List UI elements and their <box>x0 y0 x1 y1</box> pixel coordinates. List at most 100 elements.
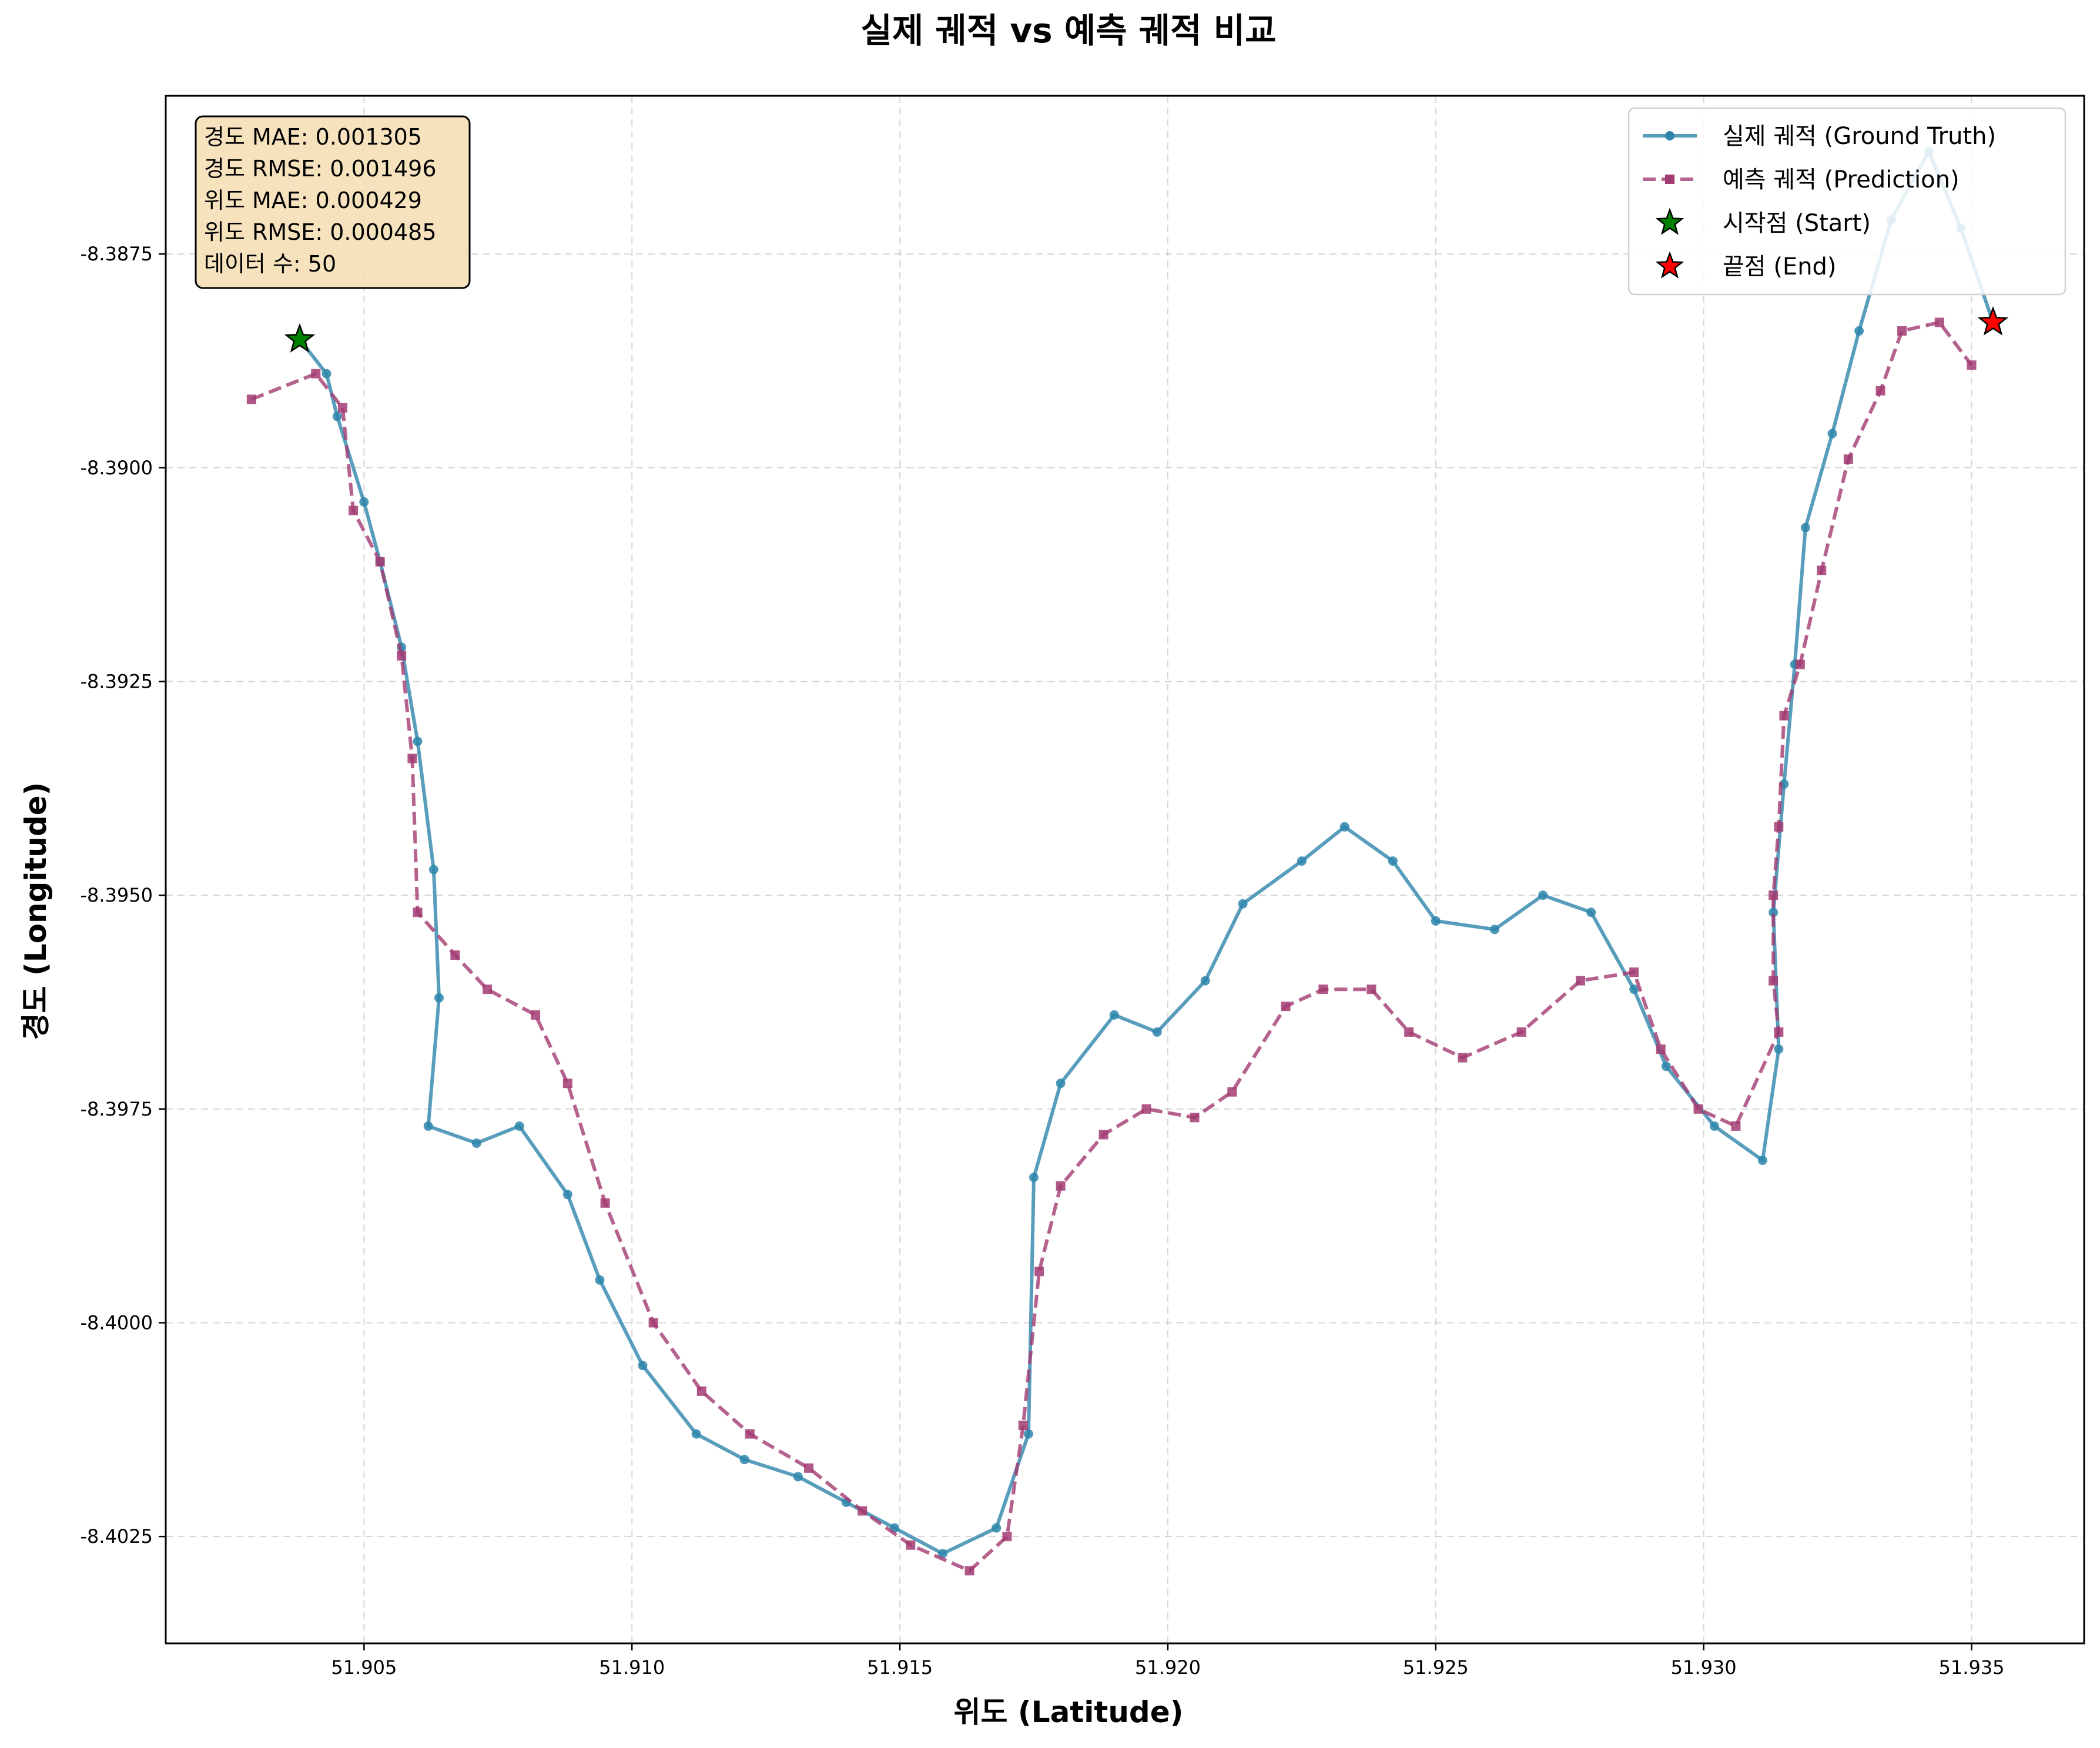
grid <box>166 96 2084 1643</box>
y-tick-label: -8.3875 <box>80 243 153 265</box>
data-point <box>1281 1002 1291 1012</box>
y-tick-label: -8.3925 <box>80 670 153 692</box>
data-point <box>1297 856 1307 866</box>
data-point <box>1661 1061 1671 1071</box>
data-point <box>1366 984 1376 994</box>
marker-layer <box>284 306 2009 353</box>
data-point <box>595 1275 605 1285</box>
data-point <box>1388 856 1398 866</box>
data-point <box>745 1429 755 1439</box>
data-point <box>1339 822 1349 832</box>
data-point <box>992 1523 1002 1533</box>
x-tick-label: 51.910 <box>599 1656 665 1679</box>
data-point <box>1056 1181 1066 1191</box>
y-tick-label: -8.3950 <box>80 884 153 906</box>
data-point <box>321 369 331 379</box>
data-point <box>1817 565 1827 575</box>
data-point <box>562 1079 572 1089</box>
data-point <box>1034 1267 1044 1277</box>
x-tick-label: 51.930 <box>1671 1656 1737 1679</box>
data-point <box>691 1429 701 1439</box>
data-point <box>964 1566 974 1576</box>
y-tick-label: -8.4025 <box>80 1525 153 1548</box>
x-axis-label: 위도 (Latitude) <box>954 1695 1184 1729</box>
data-point <box>1800 523 1810 533</box>
data-point <box>1843 454 1853 464</box>
data-point <box>1227 1087 1237 1097</box>
legend-label: 시작점 (Start) <box>1723 210 1871 237</box>
data-point <box>1190 1113 1200 1123</box>
prediction-series <box>246 317 1977 1576</box>
data-point <box>413 736 423 746</box>
legend-marker <box>1665 175 1674 184</box>
y-tick-label: -8.4000 <box>80 1311 153 1334</box>
data-point <box>428 865 438 875</box>
stats-box-background <box>195 115 471 289</box>
data-point <box>562 1190 572 1200</box>
data-point <box>1002 1532 1012 1542</box>
legend-marker <box>1655 251 1684 279</box>
y-tick-label: -8.3900 <box>80 457 153 479</box>
data-point <box>1629 967 1639 977</box>
data-point <box>349 505 359 515</box>
data-point <box>1141 1104 1151 1114</box>
x-tick-label: 51.915 <box>867 1656 933 1679</box>
data-point <box>407 754 417 764</box>
data-point <box>375 557 385 567</box>
x-tick-label: 51.925 <box>1403 1656 1469 1679</box>
data-point <box>1656 1044 1666 1054</box>
stats-line: 데이터 수: 50 <box>204 251 336 277</box>
data-point <box>1629 984 1639 994</box>
data-point <box>1109 1010 1119 1020</box>
data-point <box>1897 326 1907 336</box>
data-point <box>514 1121 524 1131</box>
data-point <box>1029 1173 1039 1183</box>
y-ticks: -8.3875 -8.3900 -8.3925 -8.3950 -8.3975 -8.40… <box>80 243 166 1548</box>
data-point <box>1023 1429 1033 1439</box>
stats-box: 경도 MAE: 0.001305 경도 RMSE: 0.001496 위도 MAE:… <box>195 115 471 289</box>
data-point <box>311 369 321 379</box>
data-point <box>1769 908 1779 917</box>
data-point <box>1967 360 1977 370</box>
data-point <box>1854 326 1864 336</box>
stats-line: 경도 RMSE: 0.001496 <box>204 156 437 182</box>
data-point <box>1018 1421 1028 1431</box>
legend-label: 끝점 (End) <box>1723 253 1837 280</box>
chart-title: 실제 궤적 vs 예측 궤적 비교 <box>861 11 1277 51</box>
data-point <box>337 403 347 413</box>
data-point <box>1769 890 1779 900</box>
data-point <box>1458 1053 1468 1063</box>
data-point <box>483 984 493 994</box>
data-point <box>739 1455 749 1465</box>
data-point <box>1774 1044 1784 1054</box>
plot-frame <box>165 95 2085 1645</box>
data-point <box>1516 1027 1526 1037</box>
data-point <box>1575 976 1585 986</box>
x-ticks: 51.905 51.910 51.915 51.920 51.925 51.930 51.9… <box>331 1643 2005 1679</box>
data-point <box>638 1361 648 1371</box>
series-line <box>250 320 1973 1573</box>
data-point <box>397 651 407 661</box>
data-point <box>1827 428 1837 438</box>
end-marker <box>1977 306 2009 336</box>
data-point <box>1774 1027 1784 1037</box>
data-point <box>450 950 460 960</box>
data-point <box>1769 976 1779 986</box>
data-point <box>1779 711 1789 721</box>
stats-line: 위도 MAE: 0.000429 <box>204 187 422 213</box>
data-point <box>1586 908 1596 917</box>
data-point <box>1693 1104 1703 1114</box>
data-point <box>1731 1121 1741 1131</box>
series-layer <box>246 146 1998 1576</box>
data-point <box>1431 916 1441 926</box>
data-point <box>906 1540 916 1550</box>
legend-marker <box>1665 131 1674 140</box>
y-axis-label: 경도 (Longitude) <box>19 782 53 1040</box>
data-point <box>804 1463 814 1473</box>
stats-line: 위도 RMSE: 0.000485 <box>204 219 437 245</box>
data-point <box>1934 317 1944 327</box>
data-point <box>246 394 256 404</box>
data-point <box>332 411 342 421</box>
x-tick-label: 51.905 <box>331 1656 397 1679</box>
